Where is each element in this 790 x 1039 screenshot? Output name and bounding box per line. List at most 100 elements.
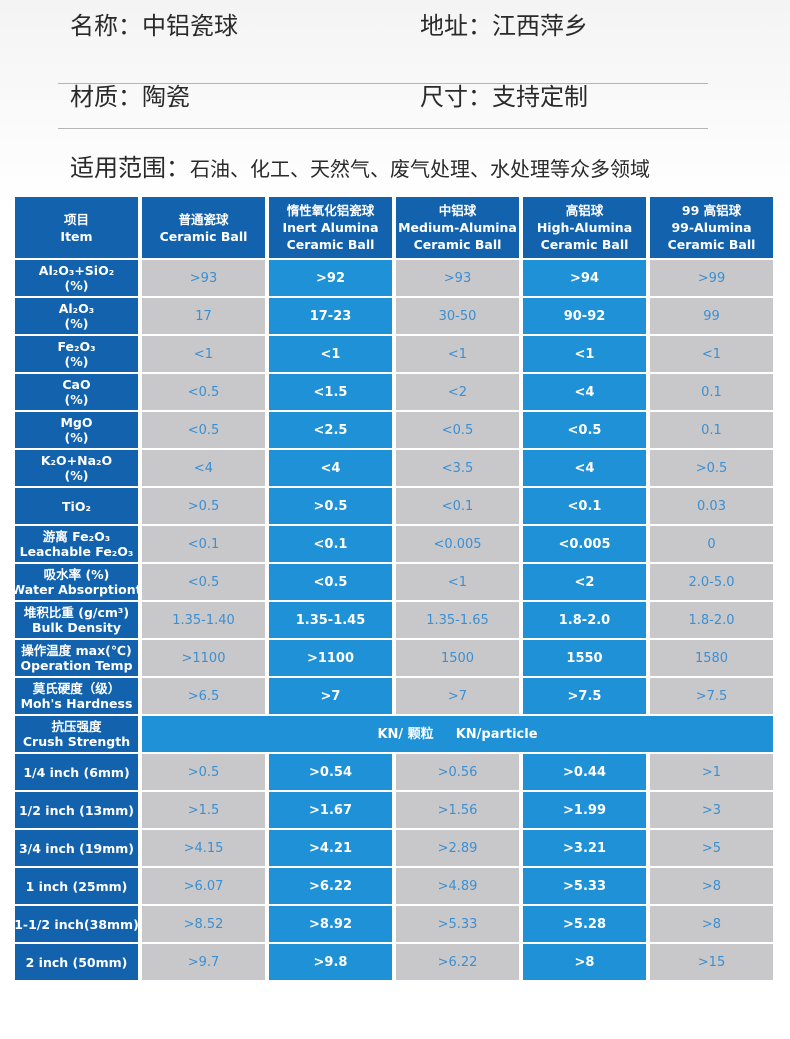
table-cell: 0 <box>650 526 773 562</box>
table-cell: >1.5 <box>142 792 265 828</box>
table-cell-text: >94 <box>570 270 599 286</box>
table-cell-text: <2 <box>574 574 595 590</box>
table-cell: >4.21 <box>269 830 392 866</box>
table-cell: 2.0-5.0 <box>650 564 773 600</box>
table-cell: >5 <box>650 830 773 866</box>
row-label-text: Al₂O₃ <box>58 301 95 316</box>
table-cell: <1 <box>142 336 265 372</box>
table-cell-text: >7.5 <box>695 688 728 704</box>
table-cell-text: >7 <box>447 688 468 704</box>
row-label-text: 2 inch (50mm) <box>25 954 128 970</box>
table-cell-text: <2 <box>447 384 468 400</box>
table-cell: 0.1 <box>650 374 773 410</box>
crush-strength-unit-text: KN/particle <box>455 726 538 742</box>
table-cell-text: 0.03 <box>697 498 726 514</box>
table-cell-text: >6.22 <box>309 878 352 894</box>
table-cell: >8 <box>523 944 646 980</box>
divider <box>58 83 708 84</box>
table-cell: >92 <box>269 260 392 296</box>
table-cell: <0.5 <box>142 564 265 600</box>
table-cell: >5.33 <box>523 868 646 904</box>
table-cell-text: 90-92 <box>563 308 606 324</box>
table-cell: >93 <box>396 260 519 296</box>
row-label-text: 1-1/2 inch(38mm) <box>14 916 139 932</box>
row-label: MgO (%) <box>15 412 138 448</box>
row-label: CaO (%) <box>15 374 138 410</box>
table-cell-text: >5.28 <box>563 916 606 932</box>
row-label-text: Operation Temp <box>20 658 133 673</box>
table-cell: 1.8-2.0 <box>523 602 646 638</box>
table-cell-text: >7 <box>320 688 341 704</box>
table-cell-text: >0.56 <box>437 764 478 780</box>
table-cell: >0.5 <box>142 754 265 790</box>
column-header-text: Ceramic Ball <box>540 237 629 252</box>
row-label-text: 3/4 inch (19mm) <box>18 840 135 856</box>
table-cell-text: <0.005 <box>558 536 611 552</box>
row-label: 1/2 inch (13mm) <box>15 792 138 828</box>
table-cell-text: >8 <box>701 878 722 894</box>
table-cell-text: 1580 <box>694 650 729 666</box>
table-cell: <2 <box>523 564 646 600</box>
table-cell-text: >15 <box>697 954 726 970</box>
column-header-text: 高铝球 <box>565 203 604 218</box>
table-cell: 0.1 <box>650 412 773 448</box>
table-cell-text: <4 <box>193 460 214 476</box>
table-cell: >9.7 <box>142 944 265 980</box>
table-cell-text: 1.35-1.40 <box>172 612 235 628</box>
table-cell: >0.5 <box>650 450 773 486</box>
table-cell: <0.5 <box>142 374 265 410</box>
table-cell-text: 17-23 <box>309 308 352 324</box>
scope-value: 石油、化工、天然气、废气处理、水处理等众多领域 <box>190 157 650 181</box>
table-cell-text: <1 <box>574 346 595 362</box>
table-cell-text: >3.21 <box>563 840 606 856</box>
table-cell: >0.5 <box>269 488 392 524</box>
table-cell: >99 <box>650 260 773 296</box>
table-cell: >5.33 <box>396 906 519 942</box>
row-label-text: (%) <box>64 354 89 369</box>
table-cell: <1 <box>650 336 773 372</box>
table-cell-text: 1.35-1.65 <box>426 612 489 628</box>
table-cell: >1.99 <box>523 792 646 828</box>
row-label-crush-strength-text: Crush Strength <box>22 734 131 749</box>
column-header: 99 高铝球 99-Alumina Ceramic Ball <box>650 197 773 258</box>
table-cell-text: 1.8-2.0 <box>558 612 611 628</box>
row-label: 堆积比重 (g/cm³) Bulk Density <box>15 602 138 638</box>
table-cell: <3.5 <box>396 450 519 486</box>
column-header-text: Ceramic Ball <box>667 237 756 252</box>
row-label-text: 吸水率 (%) <box>43 567 110 582</box>
table-cell: >0.5 <box>142 488 265 524</box>
table-cell: >9.8 <box>269 944 392 980</box>
row-label-text: CaO <box>62 377 91 392</box>
table-cell: <2 <box>396 374 519 410</box>
table-cell: >7.5 <box>650 678 773 714</box>
table-cell: 1580 <box>650 640 773 676</box>
table-cell-text: <0.5 <box>313 574 348 590</box>
table-cell: <4 <box>142 450 265 486</box>
table-cell-text: >4.89 <box>437 878 478 894</box>
table-cell: <1 <box>523 336 646 372</box>
row-label: 1-1/2 inch(38mm) <box>14 906 139 942</box>
table-cell: <0.1 <box>396 488 519 524</box>
table-cell-text: <0.1 <box>187 536 220 552</box>
row-label-text: 1/4 inch (6mm) <box>23 764 130 780</box>
table-cell-text: <3.5 <box>441 460 474 476</box>
column-header-text: Medium-Alumina <box>398 220 517 235</box>
table-cell: >1100 <box>269 640 392 676</box>
table-cell: <0.1 <box>142 526 265 562</box>
row-label: K₂O+Na₂O (%) <box>15 450 138 486</box>
row-label-text: Fe₂O₃ <box>57 339 96 354</box>
table-cell-text: >99 <box>697 270 726 286</box>
scope-label: 适用范围： <box>70 154 190 182</box>
table-cell: <0.5 <box>396 412 519 448</box>
table-cell: >4.15 <box>142 830 265 866</box>
table-cell: 1.35-1.65 <box>396 602 519 638</box>
table-cell: >6.22 <box>396 944 519 980</box>
table-cell-text: >4.21 <box>309 840 352 856</box>
row-label: 操作温度 max(℃) Operation Temp <box>15 640 138 676</box>
table-cell-text: >0.5 <box>187 498 220 514</box>
product-material: 材质：陶瓷 <box>70 83 190 111</box>
column-header-text: Ceramic Ball <box>286 237 375 252</box>
table-cell: >7 <box>396 678 519 714</box>
row-label: 1/4 inch (6mm) <box>15 754 138 790</box>
table-cell: >8 <box>650 906 773 942</box>
